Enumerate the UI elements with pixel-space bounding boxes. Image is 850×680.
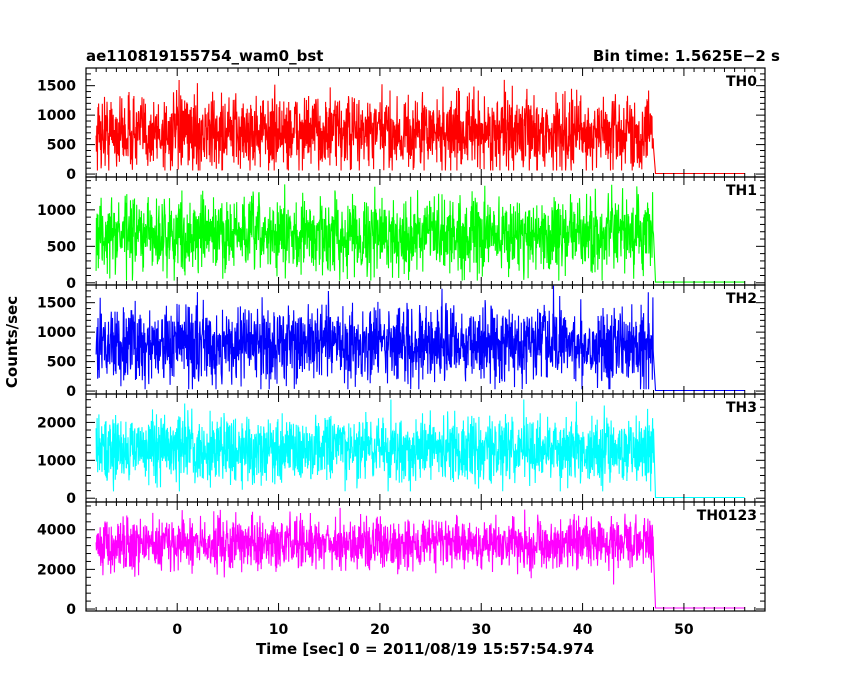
series-line-th0 <box>95 79 745 175</box>
y-tick-label: 2000 <box>37 562 76 578</box>
y-tick-label: 1000 <box>37 203 76 219</box>
y-tick-label: 0 <box>66 602 76 618</box>
y-tick-label: 4000 <box>37 523 76 539</box>
x-tick-label: 20 <box>370 622 390 638</box>
panel-label: TH0 <box>726 74 757 90</box>
y-tick-label: 1000 <box>37 325 76 341</box>
y-tick-label: 500 <box>47 355 76 371</box>
y-axis-label: Counts/sec <box>3 296 21 388</box>
x-tick-label: 30 <box>471 622 491 638</box>
y-tick-label: 1000 <box>37 453 76 469</box>
panel-th3: 0 1000 2000 TH3 <box>37 393 766 507</box>
y-tick-label: 0 <box>66 491 76 507</box>
plot-title: ae110819155754_wam0_bst <box>86 47 323 65</box>
panel-th0: 0 500 1000 1500 TH0 <box>37 67 766 183</box>
x-tick-label: 50 <box>674 622 694 638</box>
y-tick-label: 0 <box>66 167 76 183</box>
panel-th0123: 0 2000 4000 TH0123 <box>37 501 766 618</box>
y-tick-label: 1500 <box>37 79 76 95</box>
series-line-th1 <box>95 184 745 283</box>
y-tick-label: 500 <box>47 239 76 255</box>
y-tick-label: 1000 <box>37 108 76 124</box>
panel-label: TH2 <box>726 291 757 307</box>
panel-label: TH1 <box>726 183 757 199</box>
panel-th1: 0 500 1000 TH1 <box>37 176 766 292</box>
x-tick-label: 40 <box>573 622 593 638</box>
y-tick-label: 0 <box>66 276 76 292</box>
panel-th2: 0 500 1000 1500 TH2 <box>37 284 766 400</box>
y-tick-label: 2000 <box>37 415 76 431</box>
x-axis-label: Time [sec] 0 = 2011/08/19 15:57:54.974 <box>256 640 594 658</box>
bin-time-label: Bin time: 1.5625E−2 s <box>593 47 780 65</box>
y-tick-label: 500 <box>47 138 76 154</box>
panel-label: TH0123 <box>697 508 757 524</box>
x-tick-label: 10 <box>269 622 289 638</box>
x-tick-label: 0 <box>172 622 182 638</box>
series-line-th2 <box>95 285 745 392</box>
y-tick-label: 0 <box>66 384 76 400</box>
series-line-th3 <box>95 399 745 499</box>
series-line-th0123 <box>95 507 745 609</box>
panel-label: TH3 <box>726 400 757 416</box>
panel-frame <box>85 501 766 612</box>
y-tick-label: 1500 <box>37 296 76 312</box>
